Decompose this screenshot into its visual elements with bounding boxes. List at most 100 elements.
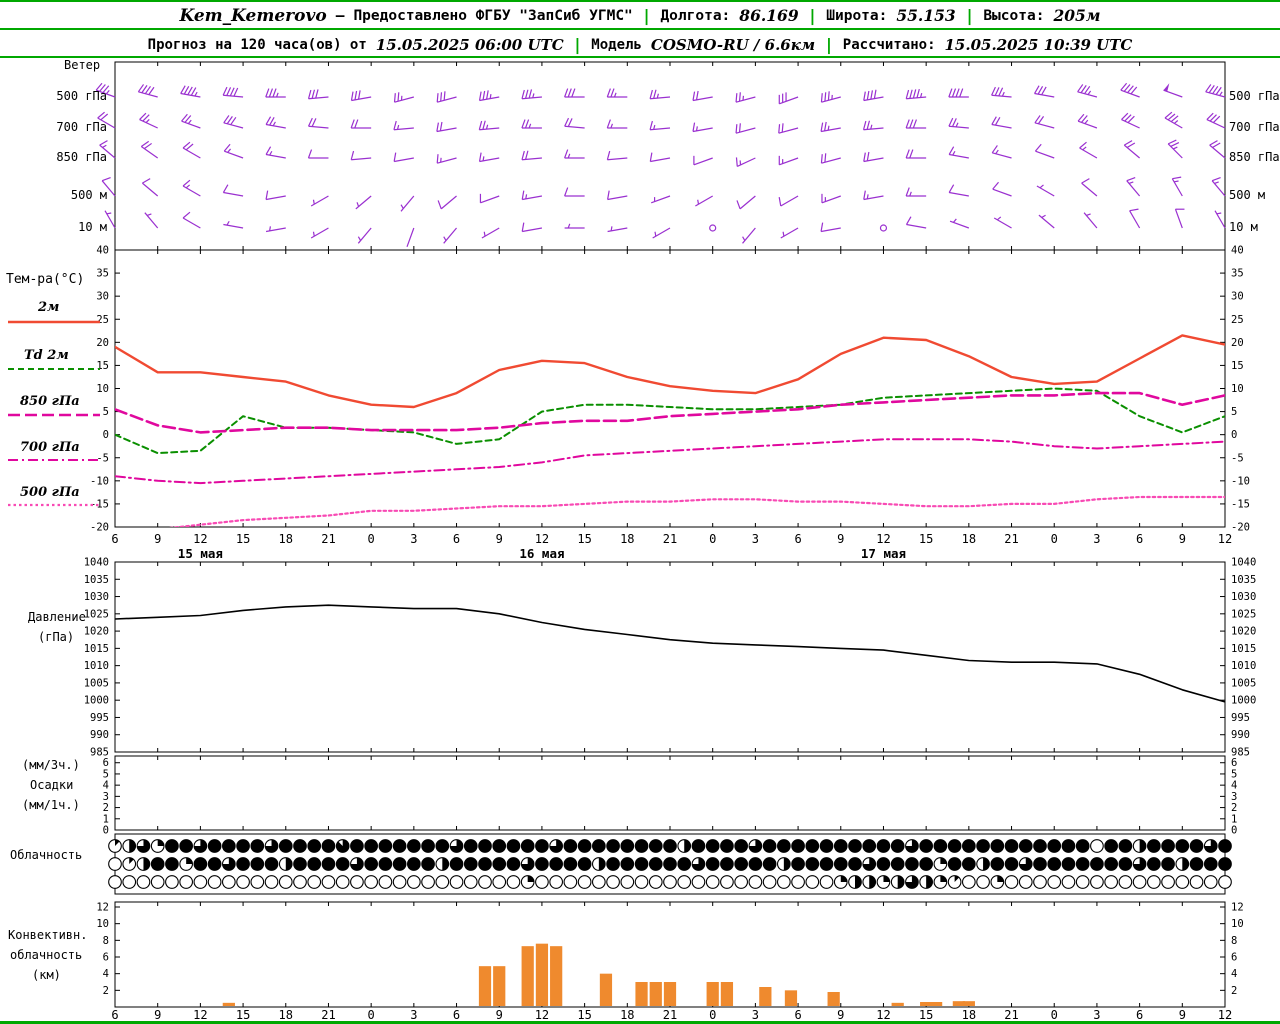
precip-3h-label: (мм/3ч.) <box>22 758 80 772</box>
svg-text:12: 12 <box>876 532 890 546</box>
wind-level-label-700hpa-right: 700 гПа <box>1229 120 1280 134</box>
svg-text:15: 15 <box>236 1008 250 1022</box>
svg-text:2: 2 <box>1231 802 1237 814</box>
svg-text:3: 3 <box>752 532 759 546</box>
svg-text:15: 15 <box>96 360 109 372</box>
calc-time: 15.05.2025 10:39 UTC <box>944 35 1133 54</box>
temperature-panel-title: Тем-ра(°C) <box>6 272 85 287</box>
svg-text:6: 6 <box>1136 532 1143 546</box>
legend-500hpa-label: 500 гПа <box>20 485 80 500</box>
wind-level-label-500hpa: 500 гПа <box>56 89 107 103</box>
svg-text:6: 6 <box>103 952 109 964</box>
svg-text:6: 6 <box>453 1008 460 1022</box>
svg-text:1005: 1005 <box>1231 677 1256 689</box>
svg-text:9: 9 <box>154 532 161 546</box>
svg-text:2: 2 <box>103 985 109 997</box>
svg-text:1010: 1010 <box>1231 660 1256 672</box>
svg-text:0: 0 <box>709 532 716 546</box>
calc-label: Рассчитано: <box>842 36 936 53</box>
latitude-value: 55.153 <box>896 6 956 25</box>
legend-700hpa-label: 700 гПа <box>20 440 80 455</box>
svg-text:15: 15 <box>919 532 933 546</box>
svg-text:12: 12 <box>96 902 109 914</box>
separator: | <box>824 35 834 54</box>
svg-text:6: 6 <box>103 757 109 769</box>
svg-text:5: 5 <box>1231 406 1237 418</box>
svg-text:18: 18 <box>620 532 634 546</box>
svg-text:1040: 1040 <box>84 557 109 569</box>
convective-panel-label-1: Конвективн. <box>8 928 88 942</box>
wind-level-label-850hpa-right: 850 гПа <box>1229 150 1280 164</box>
svg-text:1000: 1000 <box>1231 695 1256 707</box>
svg-text:1020: 1020 <box>84 626 109 638</box>
svg-text:1030: 1030 <box>84 591 109 603</box>
svg-text:995: 995 <box>90 712 109 724</box>
svg-text:21: 21 <box>663 532 677 546</box>
svg-text:18: 18 <box>962 532 976 546</box>
svg-text:9: 9 <box>154 1008 161 1022</box>
svg-text:12: 12 <box>535 1008 549 1022</box>
svg-text:990: 990 <box>90 729 109 741</box>
svg-text:10: 10 <box>1231 918 1244 930</box>
svg-text:10: 10 <box>96 918 109 930</box>
svg-text:1005: 1005 <box>84 677 109 689</box>
svg-text:4: 4 <box>103 780 109 792</box>
latitude-label: Широта: <box>826 7 888 24</box>
svg-text:0: 0 <box>103 429 109 441</box>
longitude-value: 86.169 <box>739 6 799 25</box>
svg-text:0: 0 <box>368 1008 375 1022</box>
svg-text:4: 4 <box>103 968 109 980</box>
separator: | <box>572 35 583 54</box>
svg-text:15: 15 <box>1231 360 1244 372</box>
svg-text:21: 21 <box>321 1008 335 1022</box>
svg-text:20: 20 <box>96 337 109 349</box>
svg-text:35: 35 <box>1231 268 1244 280</box>
svg-text:1035: 1035 <box>1231 574 1256 586</box>
svg-text:0: 0 <box>1051 532 1058 546</box>
svg-text:-5: -5 <box>1231 452 1244 464</box>
svg-text:8: 8 <box>103 935 109 947</box>
model-label: Модель <box>591 36 642 53</box>
svg-text:-20: -20 <box>90 522 109 534</box>
svg-text:12: 12 <box>1218 532 1232 546</box>
svg-text:5: 5 <box>103 768 109 780</box>
svg-text:12: 12 <box>535 532 549 546</box>
svg-text:1000: 1000 <box>84 695 109 707</box>
model-value: COSMO-RU / 6.6км <box>650 35 816 54</box>
separator: | <box>807 6 818 25</box>
svg-text:20: 20 <box>1231 337 1244 349</box>
svg-text:25: 25 <box>96 314 109 326</box>
svg-text:12: 12 <box>876 1008 890 1022</box>
wind-panel-label: Ветер <box>64 58 101 72</box>
svg-text:1: 1 <box>1231 813 1237 825</box>
svg-text:1035: 1035 <box>84 574 109 586</box>
wind-level-label-700hpa: 700 гПа <box>56 120 107 134</box>
svg-text:5: 5 <box>103 406 109 418</box>
svg-text:15: 15 <box>919 1008 933 1022</box>
svg-text:1025: 1025 <box>84 608 109 620</box>
svg-text:0: 0 <box>368 532 375 546</box>
wind-level-label-10m-right: 10 м <box>1229 220 1258 234</box>
svg-text:21: 21 <box>321 532 335 546</box>
svg-text:21: 21 <box>663 1008 677 1022</box>
svg-text:3: 3 <box>1231 791 1237 803</box>
svg-text:-10: -10 <box>90 475 109 487</box>
svg-text:3: 3 <box>410 1008 417 1022</box>
bottom-rule <box>0 1021 1280 1024</box>
precip-panel-label: Осадки <box>30 778 74 792</box>
svg-text:6: 6 <box>794 532 801 546</box>
svg-text:8: 8 <box>1231 935 1237 947</box>
svg-text:1010: 1010 <box>84 660 109 672</box>
legend-t2m-label: 2м <box>38 300 60 315</box>
svg-text:40: 40 <box>1231 245 1244 257</box>
svg-text:15: 15 <box>236 532 250 546</box>
svg-text:18: 18 <box>279 532 293 546</box>
svg-text:9: 9 <box>496 1008 503 1022</box>
svg-text:0: 0 <box>709 1008 716 1022</box>
svg-text:-20: -20 <box>1231 522 1250 534</box>
svg-text:16 мая: 16 мая <box>519 546 564 561</box>
svg-text:1015: 1015 <box>84 643 109 655</box>
svg-text:40: 40 <box>96 245 109 257</box>
svg-text:990: 990 <box>1231 729 1250 741</box>
